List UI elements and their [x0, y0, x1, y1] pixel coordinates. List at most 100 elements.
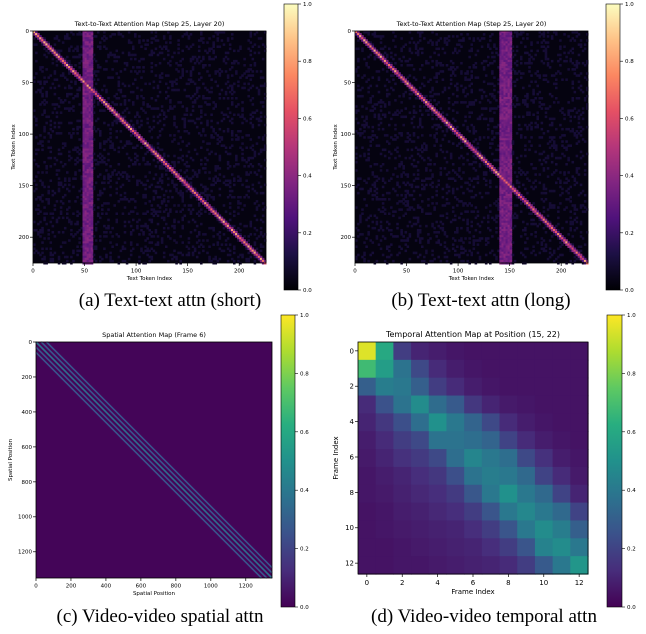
heatmap-cell: [90, 45, 94, 48]
heatmap-cell: [202, 82, 205, 86]
heatmap-cell: [123, 94, 127, 98]
heatmap-cell: [206, 158, 209, 162]
heatmap-cell: [509, 72, 513, 75]
heatmap-cell: [499, 39, 502, 42]
heatmap-cell: [65, 59, 69, 63]
heatmap-cell: [476, 177, 480, 180]
heatmap-cell: [482, 37, 486, 40]
heatmap-cell: [528, 140, 531, 143]
heatmap-cell: [43, 41, 46, 44]
heatmap-cell: [361, 146, 364, 150]
heatmap-cell: [136, 144, 139, 147]
heatmap-cell: [503, 94, 507, 98]
heatmap-cell: [39, 35, 42, 38]
heatmap-cell: [503, 119, 507, 123]
heatmap-cell: [226, 222, 230, 226]
heatmap-cell: [98, 191, 102, 195]
heatmap-cell: [501, 115, 504, 119]
heatmap-cell: [82, 142, 86, 145]
heatmap-cell: [127, 39, 131, 42]
heatmap-cell: [39, 142, 42, 145]
heatmap-cell: [499, 156, 502, 160]
heatmap-cell: [381, 57, 385, 61]
heatmap-cell: [507, 129, 511, 133]
heatmap-cell: [70, 255, 73, 259]
heatmap-cell: [204, 200, 207, 203]
heatmap-cell: [552, 117, 556, 121]
heatmap-cell: [400, 80, 403, 84]
heatmap-cell: [468, 37, 471, 40]
heatmap-cell: [84, 49, 88, 53]
heatmap-cell: [183, 88, 187, 92]
heatmap-cell: [88, 47, 92, 51]
heatmap-cell: [156, 136, 160, 139]
heatmap-cell: [451, 72, 455, 75]
heatmap-cell: [51, 82, 55, 86]
heatmap-cell: [383, 181, 387, 185]
heatmap-cell: [484, 158, 488, 162]
heatmap-cell: [261, 208, 265, 211]
heatmap-cell: [249, 138, 253, 141]
heatmap-cell: [78, 148, 81, 152]
heatmap-cell: [84, 134, 88, 137]
heatmap-cell: [86, 152, 90, 156]
heatmap-cell: [505, 72, 509, 75]
heatmap-cell: [536, 92, 540, 96]
heatmap-cell: [503, 191, 507, 195]
heatmap-cell: [224, 210, 228, 213]
heatmap-cell: [230, 138, 234, 141]
heatmap-cell: [507, 43, 511, 46]
heatmap-cell: [247, 68, 251, 71]
heatmap-cell: [400, 76, 403, 79]
heatmap-cell: [84, 103, 88, 106]
heatmap-cell: [84, 251, 88, 255]
heatmap-cell: [433, 111, 436, 114]
heatmap-cell: [35, 162, 38, 166]
heatmap-cell: [57, 84, 61, 88]
heatmap-cell: [511, 162, 515, 166]
heatmap-cell: [489, 165, 492, 168]
heatmap-cell: [462, 37, 465, 40]
heatmap-cell: [86, 96, 90, 100]
heatmap-cell: [544, 49, 548, 53]
heatmap-cell: [505, 144, 509, 147]
heatmap-cell: [499, 66, 502, 69]
heatmap-cell: [499, 193, 502, 197]
heatmap-cell: [68, 84, 71, 88]
heatmap-cell: [140, 249, 143, 253]
heatmap-cell: [148, 144, 152, 147]
heatmap-cell: [140, 228, 143, 232]
heatmap-cell: [59, 212, 63, 216]
heatmap-cell: [491, 165, 494, 168]
heatmap-cell: [82, 78, 86, 81]
heatmap-cell: [579, 84, 583, 88]
heatmap-cell: [218, 31, 222, 34]
heatmap-cell: [251, 183, 255, 187]
heatmap-cell: [86, 68, 90, 71]
heatmap-cell: [167, 86, 170, 90]
heatmap-cell: [156, 142, 160, 145]
heatmap-cell: [484, 94, 488, 98]
heatmap-cell: [63, 241, 67, 244]
heatmap-cell: [505, 86, 509, 90]
heatmap-cell: [224, 70, 228, 73]
heatmap-cell: [208, 212, 211, 216]
heatmap-cell: [82, 109, 86, 112]
heatmap-cell: [466, 125, 469, 129]
heatmap-cell: [96, 66, 100, 69]
heatmap-cell: [127, 99, 131, 102]
heatmap-cell: [88, 183, 92, 187]
heatmap-cell: [497, 123, 500, 127]
heatmap-cell: [86, 173, 90, 176]
heatmap-cell: [35, 33, 38, 36]
heatmap-cell: [57, 49, 61, 53]
heatmap-cell: [542, 78, 546, 81]
heatmap-cell: [127, 142, 131, 145]
heatmap-cell: [486, 63, 490, 67]
heatmap-cell: [53, 92, 57, 96]
heatmap-cell: [86, 167, 90, 170]
heatmap-cell: [255, 191, 259, 195]
heatmap-cell: [581, 61, 585, 65]
heatmap-cell: [429, 107, 432, 110]
heatmap-cell: [53, 86, 57, 90]
